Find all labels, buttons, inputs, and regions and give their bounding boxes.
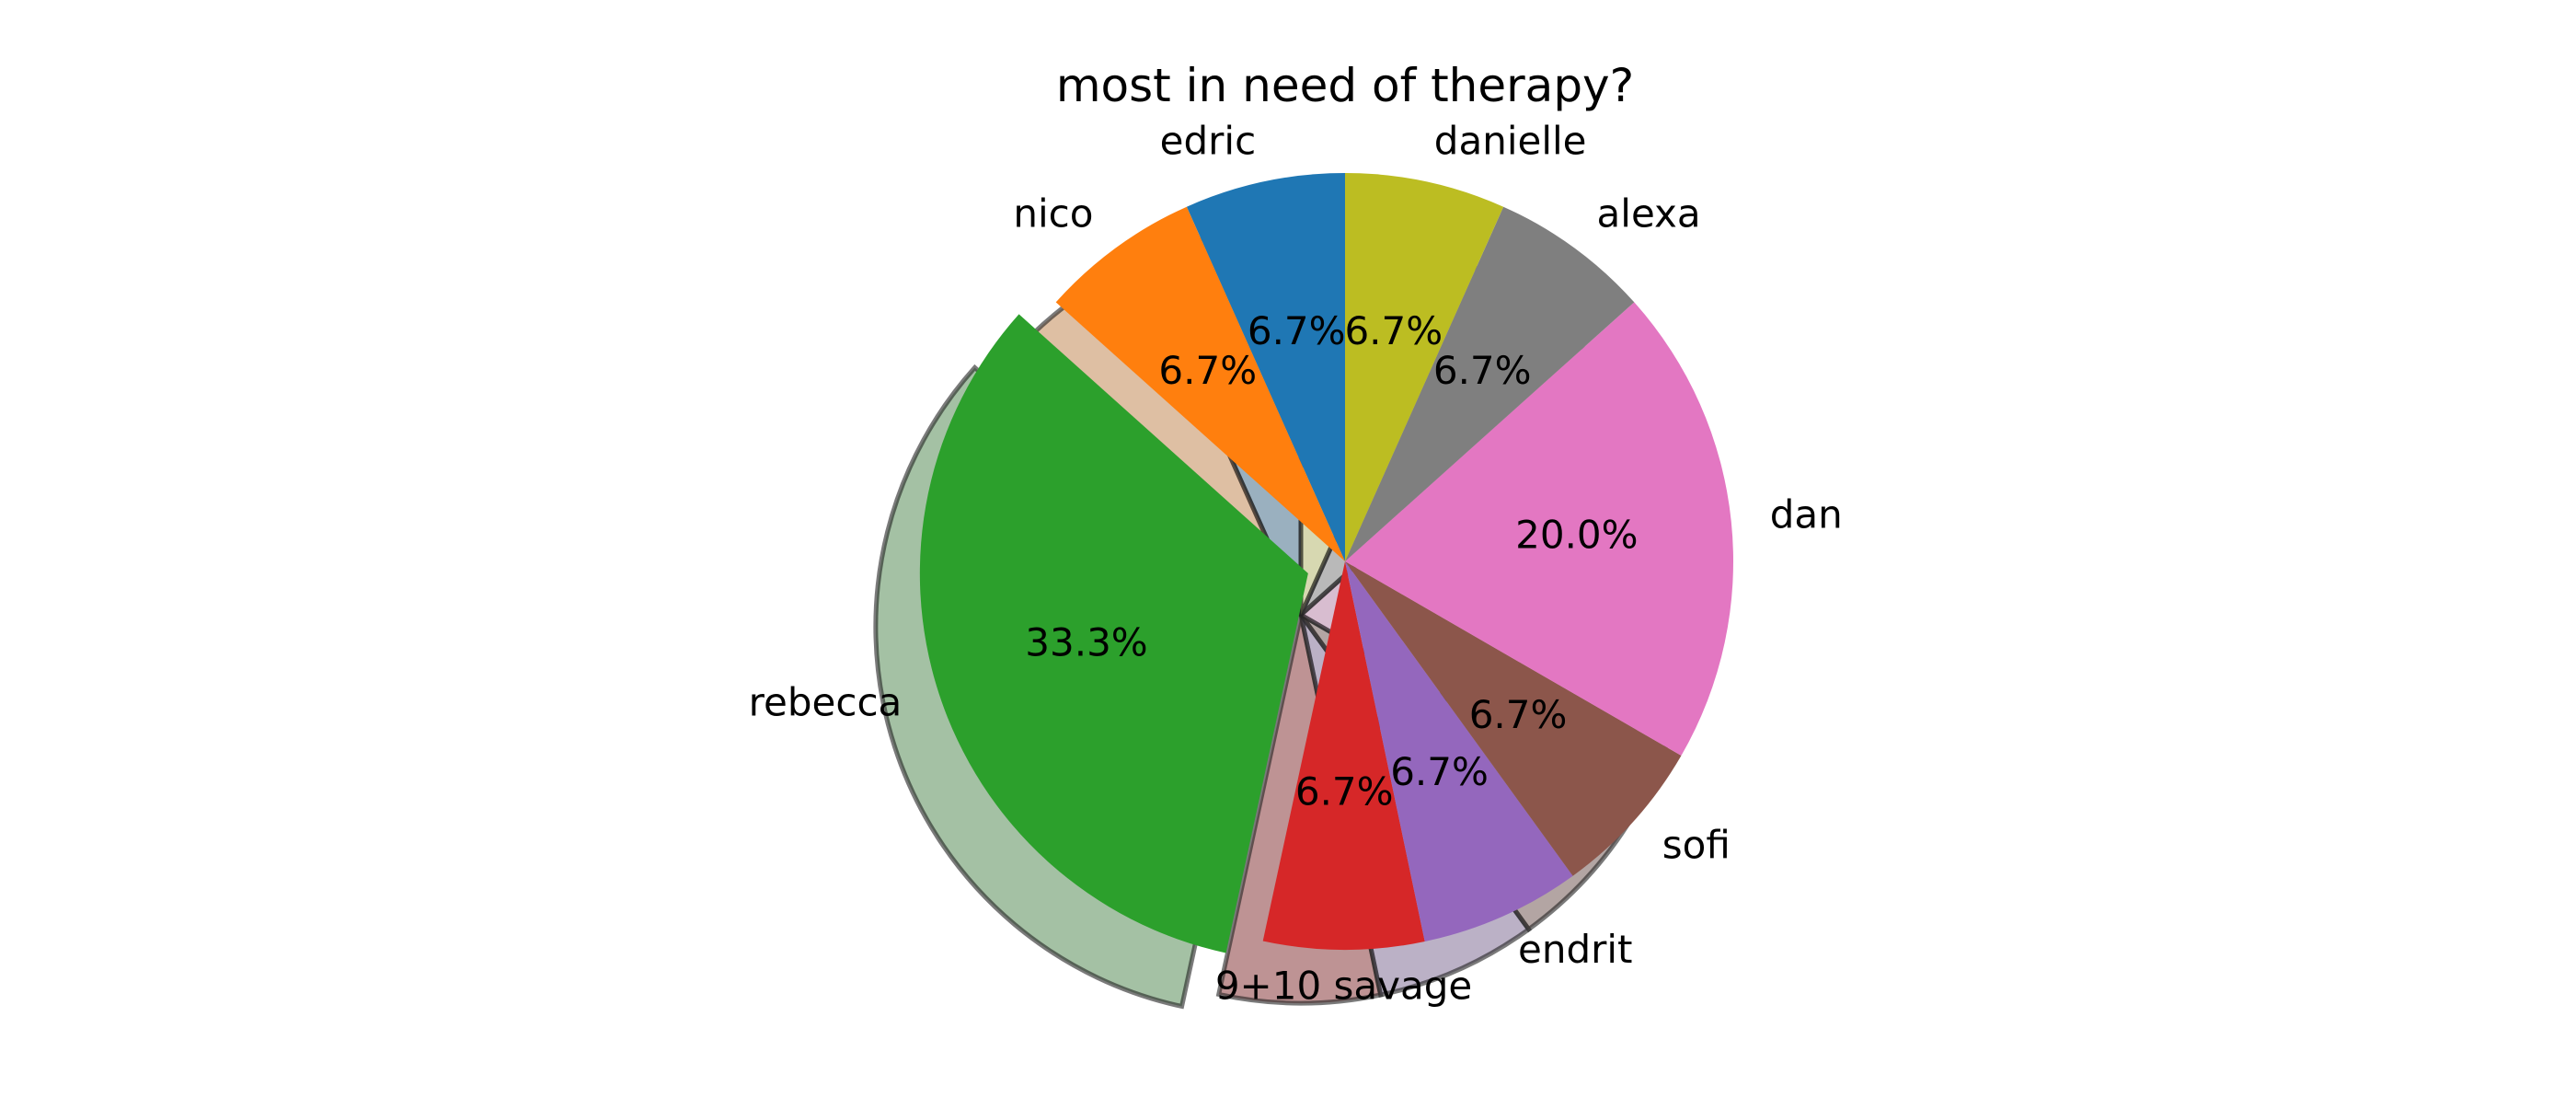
slice-label-danielle: danielle — [1434, 119, 1587, 164]
wedge-rebecca — [919, 314, 1308, 953]
wedge-edric — [1186, 173, 1345, 561]
slice-label-rebecca: rebecca — [749, 680, 903, 725]
pct-label-edric: 6.7% — [1248, 308, 1346, 353]
chart-title: most in need of therapy? — [1056, 59, 1634, 112]
slice-label-dan: dan — [1770, 492, 1843, 537]
slice-label-nico: nico — [1013, 191, 1093, 236]
wedge-danielle — [1345, 173, 1504, 561]
slice-label-sofi: sofi — [1662, 822, 1731, 867]
pct-label-nico: 6.7% — [1158, 348, 1257, 393]
wedge-dan — [1345, 302, 1733, 756]
wedge-layer — [919, 173, 1733, 953]
slice-label-alexa: alexa — [1597, 191, 1701, 236]
pct-label-danielle: 6.7% — [1344, 308, 1443, 353]
wedge-alexa — [1345, 206, 1635, 561]
wedge-nico — [1055, 206, 1345, 561]
slice-label-endrit: endrit — [1518, 927, 1633, 972]
label-layer: edric 6.7% nico 6.7% rebecca 33.3% 9+10 savage… — [749, 119, 1843, 1009]
slice-label-edric: edric — [1160, 119, 1257, 164]
pct-label-rebecca: 33.3% — [1025, 620, 1147, 665]
pct-label-endrit: 6.7% — [1390, 749, 1489, 794]
slice-label-9-10-savage: 9+10 savage — [1215, 964, 1472, 1009]
wedge-9-10-savage — [1262, 561, 1425, 950]
pct-label-dan: 20.0% — [1515, 512, 1638, 557]
pct-label-9-10-savage: 6.7% — [1295, 769, 1394, 814]
pct-label-sofi: 6.7% — [1469, 692, 1568, 737]
pct-label-alexa: 6.7% — [1433, 348, 1532, 393]
wedge-sofi — [1345, 561, 1682, 876]
wedge-endrit — [1345, 561, 1573, 941]
